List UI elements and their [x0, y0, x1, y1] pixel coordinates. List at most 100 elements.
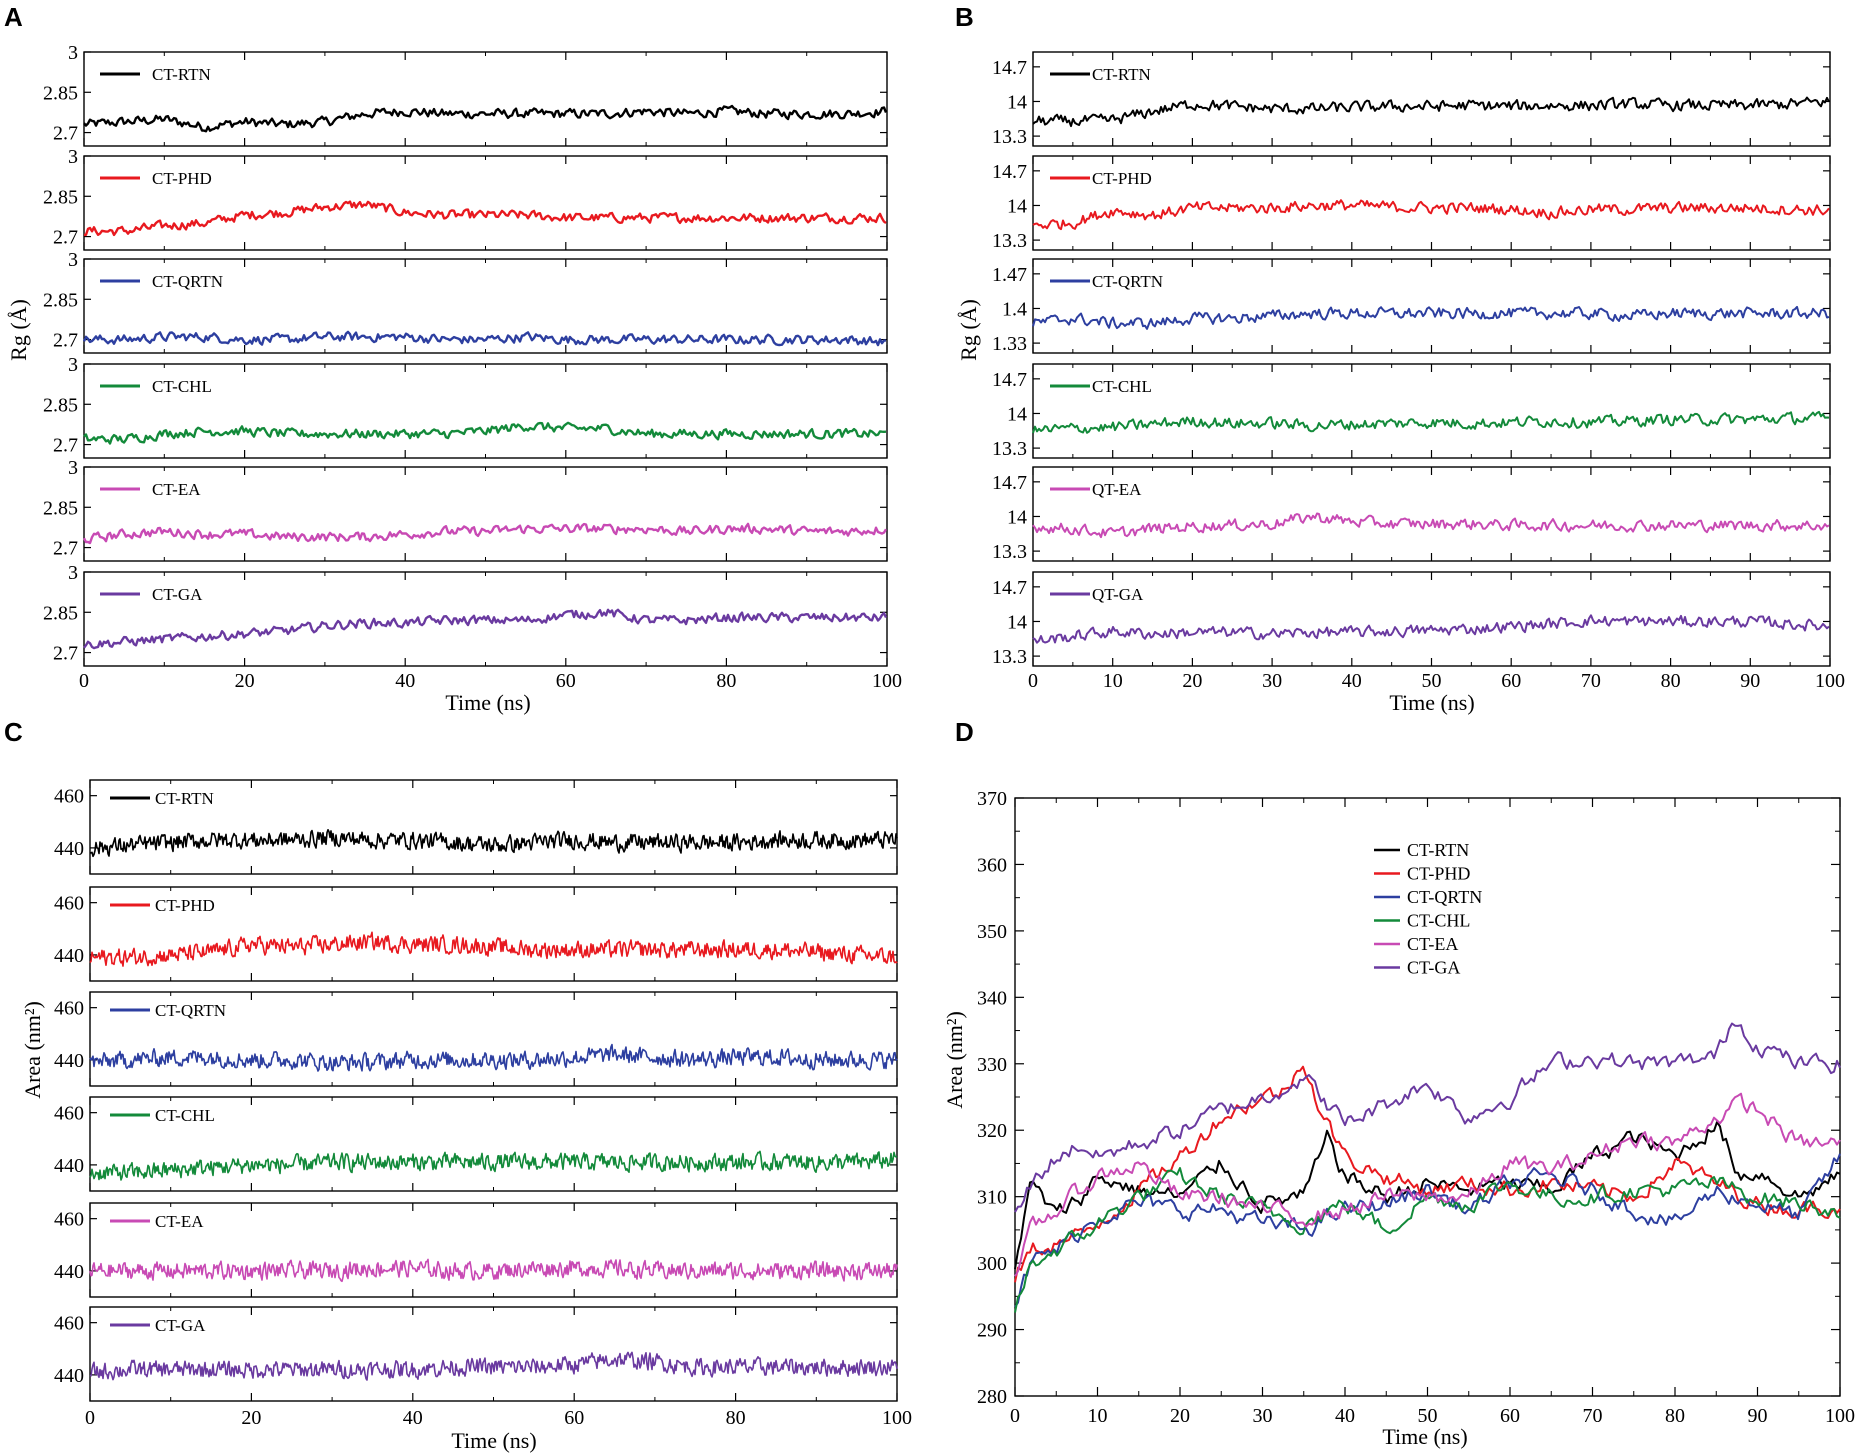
plot-area: 3 2.85 2.7 CT-RTN 3 2.85 2.7 CT-PHD 3 2.85 2.7 CT-Q…: [43, 42, 1855, 1429]
series-line-ct-chl: [1032, 410, 1830, 434]
legend-label: CT-QRTN: [1092, 272, 1163, 291]
panel-c-plots: 460440CT-RTN460440CT-PHD460440CT-QRTN460…: [54, 779, 912, 1429]
y-tick-label: 440: [54, 1365, 84, 1387]
panel-b-subplot: 1.47 1.4 1.33 CT-QRTN: [992, 258, 1831, 355]
series-line-ct-phd: [1014, 1065, 1841, 1283]
y-tick-label: 2.7: [53, 538, 78, 560]
legend-label: CT-PHD: [152, 169, 212, 188]
x-tick-label: 0: [79, 670, 89, 692]
series-line-ct-ea: [1014, 1092, 1841, 1277]
y-tick-label: 14.7: [992, 472, 1027, 494]
y-tick-label: 13.3: [992, 126, 1027, 148]
x-tick-label: 80: [1661, 670, 1681, 692]
y-tick-label: 3: [68, 354, 78, 376]
x-tick-label: 100: [882, 1407, 912, 1429]
legend-label: CT-EA: [1407, 934, 1458, 954]
series-line-ct-ea: [89, 1258, 898, 1283]
panel-a-subplot: 3 2.85 2.7 CT-RTN: [43, 42, 888, 147]
panel-a-ylabel: Rg (Å): [6, 299, 31, 361]
legend-label: CT-CHL: [152, 377, 212, 396]
y-tick-label: 440: [54, 1261, 84, 1283]
panel-letter-b: B: [955, 2, 974, 32]
legend-label: CT-RTN: [152, 65, 211, 84]
panel-b-subplot: 14.7 14 13.3 QT-GA: [992, 571, 1831, 668]
series-line-ct-ea: [82, 522, 888, 545]
legend-label: CT-QRTN: [1407, 887, 1482, 907]
series-line-ct-qrtn: [82, 330, 887, 347]
x-tick-label: 100: [872, 670, 902, 692]
panel-b-subplot: 14.7 14 13.3 CT-CHL: [992, 363, 1831, 460]
legend-label: QT-GA: [1092, 585, 1144, 604]
y-tick-label: 360: [977, 854, 1007, 876]
x-tick-label: 40: [395, 670, 415, 692]
panel-a-subplot: 3 2.85 2.7 CT-EA: [43, 457, 888, 562]
y-tick-label: 320: [977, 1120, 1007, 1142]
y-tick-label: 340: [977, 987, 1007, 1009]
series-line-ct-qrtn: [1032, 305, 1830, 330]
series-line-ct-phd: [1032, 199, 1830, 231]
x-tick-label: 90: [1748, 1405, 1768, 1427]
panel-a-subplot: 3 2.85 2.7 CT-PHD: [43, 146, 888, 251]
legend-label: CT-EA: [152, 480, 201, 499]
y-tick-label: 2.7: [53, 227, 78, 249]
y-tick-label: 3: [68, 146, 78, 168]
panel-a-xlabel: Time (ns): [445, 690, 530, 715]
panel-letter-d: D: [955, 717, 974, 747]
legend-label: CT-CHL: [155, 1106, 215, 1125]
panel-b-subplot-frame: [1032, 155, 1831, 251]
legend-label: CT-GA: [155, 1316, 206, 1335]
y-tick-label: 13.3: [992, 646, 1027, 668]
series-line-ct-chl: [89, 1150, 898, 1181]
panel-letter-a: A: [4, 2, 23, 32]
series-line-ct-qrtn: [89, 1043, 898, 1072]
legend-label: CT-RTN: [1092, 65, 1151, 84]
y-tick-label: 1.4: [1002, 298, 1027, 320]
legend-label: CT-QRTN: [152, 272, 223, 291]
x-tick-label: 40: [1335, 1405, 1355, 1427]
y-tick-label: 14.7: [992, 161, 1027, 183]
legend-label: CT-PHD: [155, 896, 215, 915]
y-tick-label: 460: [54, 1209, 84, 1231]
y-tick-label: 290: [977, 1320, 1007, 1342]
x-tick-label: 0: [1010, 1405, 1020, 1427]
legend-label: CT-PHD: [1092, 169, 1152, 188]
y-tick-label: 14.7: [992, 369, 1027, 391]
y-tick-label: 13.3: [992, 541, 1027, 563]
y-tick-label: 3: [68, 42, 78, 64]
y-tick-label: 460: [54, 1313, 84, 1335]
y-tick-label: 14: [1007, 506, 1027, 528]
y-tick-label: 13.3: [992, 230, 1027, 252]
series-line-ct-phd: [89, 931, 898, 967]
panel-b-subplot-frame: [1032, 466, 1831, 562]
y-tick-label: 14.7: [992, 577, 1027, 599]
x-tick-label: 50: [1418, 1405, 1438, 1427]
y-tick-label: 2.85: [43, 186, 78, 208]
series-line-ct-rtn: [1014, 1121, 1841, 1270]
x-tick-label: 10: [1103, 670, 1123, 692]
panel-c-subplot-frame: [89, 1202, 898, 1298]
y-tick-label: 2.85: [43, 497, 78, 519]
panel-d-ylabel: Area (nm²): [942, 1011, 967, 1109]
y-tick-label: 3: [68, 249, 78, 271]
y-tick-label: 1.47: [992, 264, 1027, 286]
panel-b-subplot-frame: [1032, 51, 1831, 147]
series-line-ct-rtn: [89, 829, 898, 858]
series-line-ct-ga: [83, 608, 888, 650]
y-tick-label: 2.7: [53, 435, 78, 457]
x-tick-label: 30: [1262, 670, 1282, 692]
panel-c-subplot: 460 440 CT-CHL: [54, 1096, 898, 1192]
y-tick-label: 2.7: [53, 330, 78, 352]
legend-label: CT-EA: [155, 1212, 204, 1231]
x-tick-label: 80: [726, 1407, 746, 1429]
panel-b-subplot: 14.7 14 13.3 CT-RTN: [992, 51, 1831, 148]
y-tick-label: 310: [977, 1187, 1007, 1209]
y-tick-label: 460: [54, 1103, 84, 1125]
y-tick-label: 460: [54, 786, 84, 808]
y-tick-label: 460: [54, 998, 84, 1020]
y-tick-label: 13.3: [992, 438, 1027, 460]
panel-a-plots: 3 2.85 2.7 CT-RTN 3 2.85 2.7 CT-PHD 3 2.85 2.7 CT-Q…: [43, 42, 902, 692]
panel-a-subplot-frame: [83, 466, 888, 562]
panel-b-xlabel: Time (ns): [1389, 690, 1474, 715]
x-tick-label: 30: [1253, 1405, 1273, 1427]
y-tick-label: 460: [54, 893, 84, 915]
